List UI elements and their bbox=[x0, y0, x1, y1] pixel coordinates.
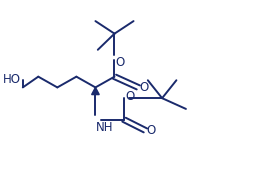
Text: O: O bbox=[116, 56, 125, 69]
Text: O: O bbox=[125, 90, 135, 103]
Text: NH: NH bbox=[96, 121, 114, 134]
Text: O: O bbox=[140, 81, 149, 94]
Polygon shape bbox=[92, 87, 99, 95]
Text: O: O bbox=[147, 124, 156, 137]
Text: HO: HO bbox=[3, 73, 20, 86]
